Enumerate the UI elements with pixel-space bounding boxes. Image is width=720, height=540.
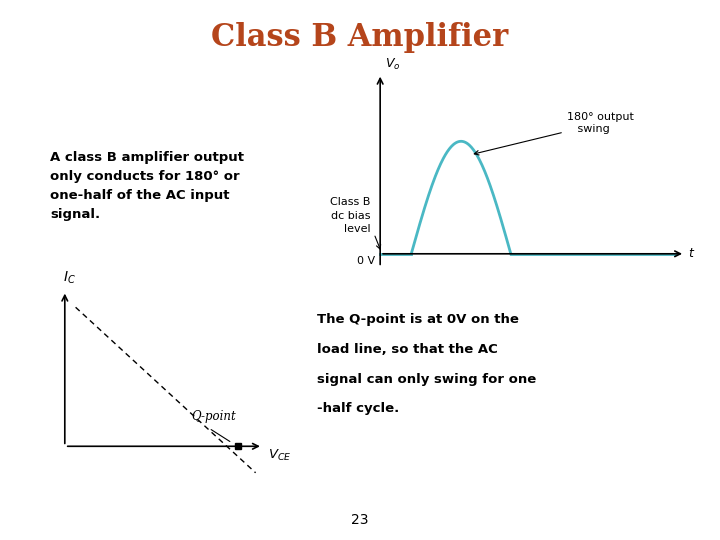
Text: $V_o$: $V_o$ [384, 57, 400, 71]
Text: -half cycle.: -half cycle. [317, 402, 399, 415]
Text: load line, so that the AC: load line, so that the AC [317, 343, 498, 356]
Text: Class B Amplifier: Class B Amplifier [212, 22, 508, 52]
Text: Q-point: Q-point [191, 410, 235, 423]
Text: $I_C$: $I_C$ [63, 269, 76, 286]
Text: 0 V: 0 V [357, 256, 376, 266]
Text: The Q-point is at 0V on the: The Q-point is at 0V on the [317, 313, 518, 326]
Text: A class B amplifier output
only conducts for 180° or
one-half of the AC input
si: A class B amplifier output only conducts… [50, 151, 244, 221]
Text: $V_{CE}$: $V_{CE}$ [269, 448, 292, 463]
Text: 180° output
   swing: 180° output swing [474, 112, 634, 155]
Text: signal can only swing for one: signal can only swing for one [317, 373, 536, 386]
Text: $t$: $t$ [688, 247, 696, 260]
Text: 23: 23 [351, 512, 369, 526]
Text: Class B
dc bias
level: Class B dc bias level [330, 197, 371, 234]
